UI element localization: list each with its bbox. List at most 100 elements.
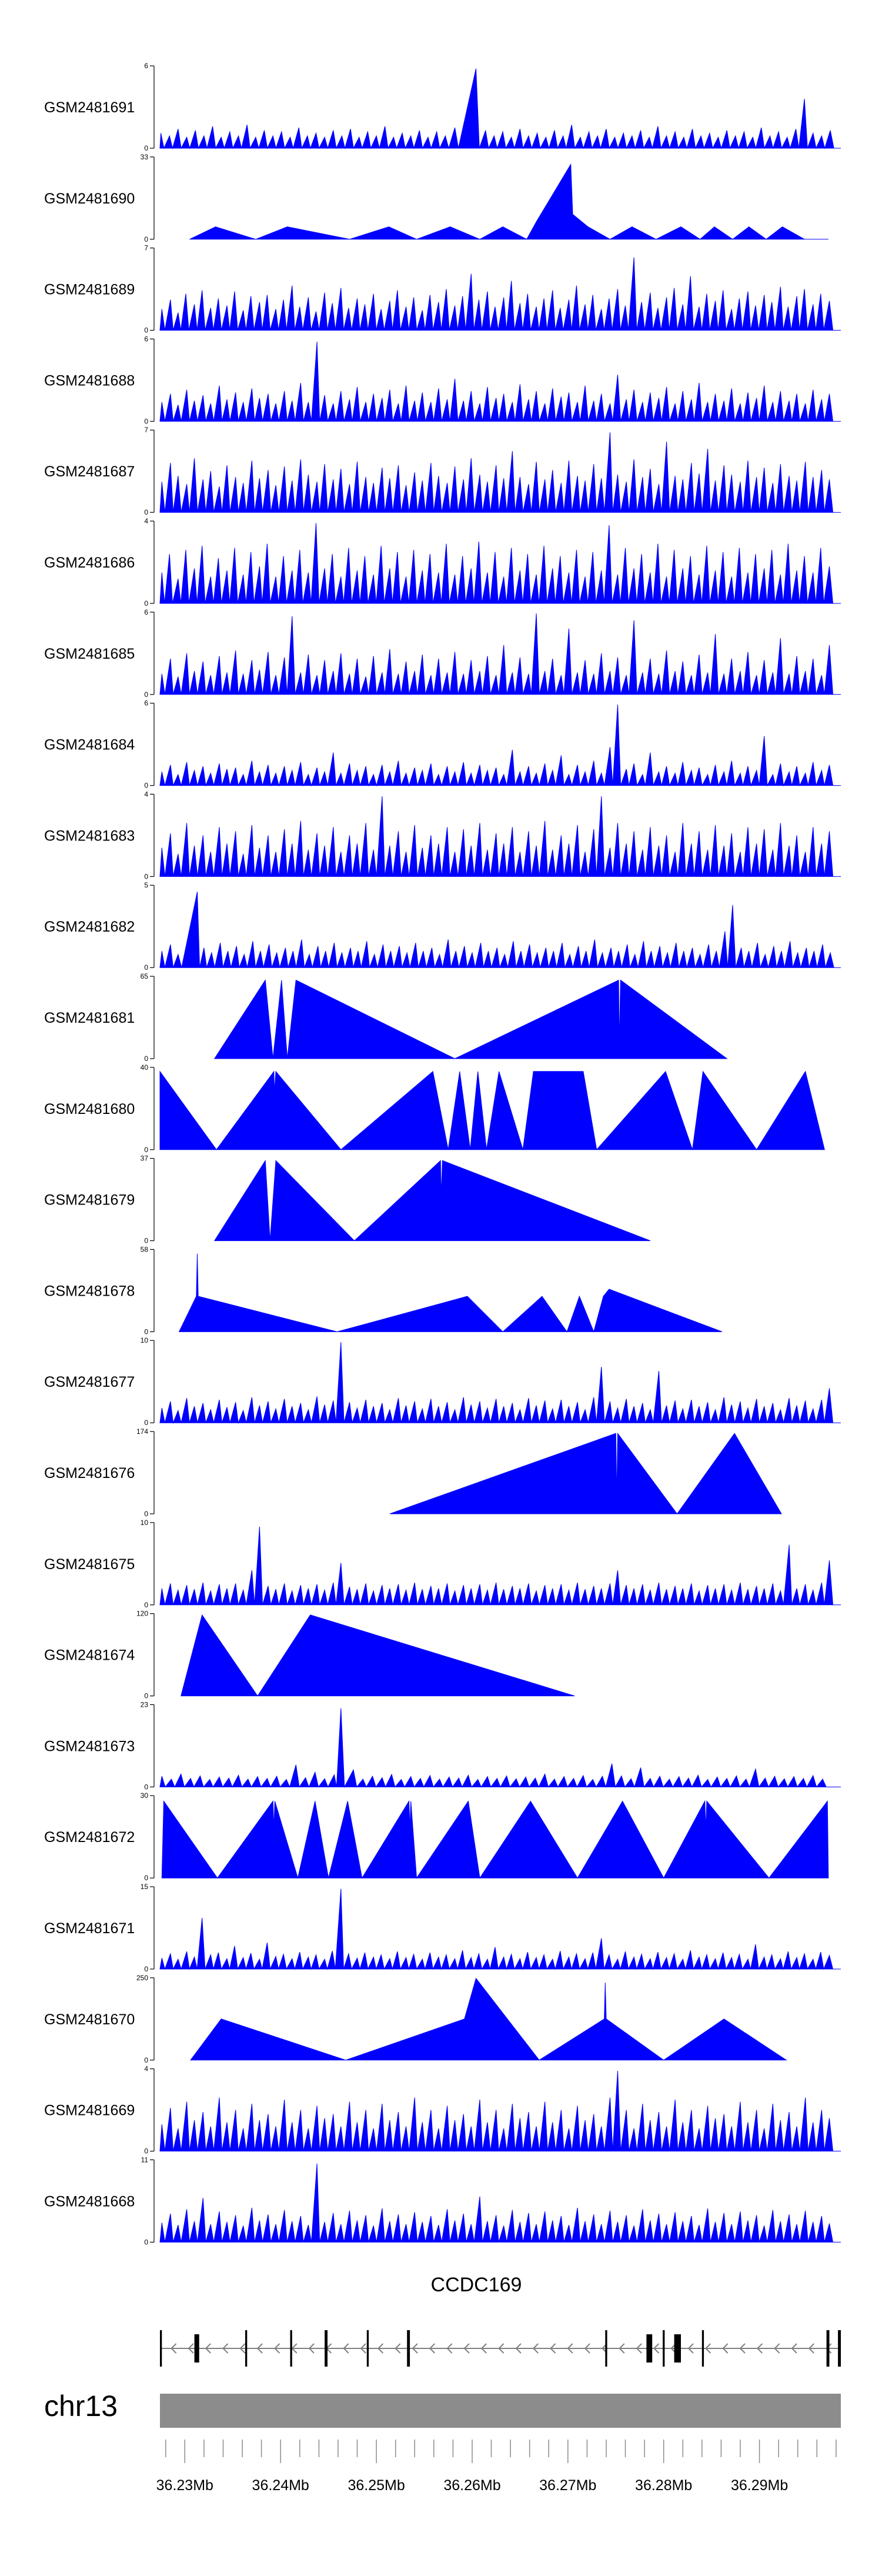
track-GSM2481687: GSM2481687 7 0 bbox=[44, 426, 841, 516]
coverage-area bbox=[159, 68, 841, 149]
track-label: GSM2481679 bbox=[44, 1192, 135, 1209]
strand-arrow bbox=[188, 2343, 194, 2354]
track-label: GSM2481688 bbox=[44, 372, 135, 389]
track-GSM2481683: GSM2481683 4 0 bbox=[44, 790, 841, 880]
strand-arrow bbox=[515, 2343, 522, 2354]
coverage-area bbox=[159, 1888, 841, 1970]
strand-arrow bbox=[171, 2343, 177, 2354]
y-axis-max-label: 4 bbox=[144, 2065, 148, 2073]
strand-arrow bbox=[808, 2343, 814, 2354]
track-GSM2481668: GSM2481668 11 0 bbox=[44, 2155, 841, 2246]
gene-exon bbox=[838, 2330, 841, 2367]
y-axis-zero-label: 0 bbox=[144, 1874, 148, 1882]
strand-arrow bbox=[343, 2343, 349, 2354]
coverage-area bbox=[159, 2071, 841, 2152]
strand-arrow bbox=[653, 2343, 660, 2354]
track-GSM2481680: GSM2481680 40 0 bbox=[44, 1063, 825, 1154]
coverage-area bbox=[181, 1614, 575, 1697]
strand-arrow bbox=[308, 2343, 315, 2354]
track-GSM2481691: GSM2481691 6 0 bbox=[44, 62, 841, 152]
y-axis-zero-label: 0 bbox=[144, 1419, 148, 1427]
track-label: GSM2481683 bbox=[44, 827, 135, 844]
x-axis-tick-label: 36.26Mb bbox=[443, 2477, 500, 2494]
track-GSM2481686: GSM2481686 4 0 bbox=[44, 517, 841, 608]
y-axis-zero-label: 0 bbox=[144, 1510, 148, 1518]
y-axis-zero-label: 0 bbox=[144, 963, 148, 972]
track-label: GSM2481677 bbox=[44, 1374, 135, 1390]
y-axis-max-label: 7 bbox=[144, 426, 148, 434]
track-GSM2481684: GSM2481684 6 0 bbox=[44, 699, 841, 790]
track-GSM2481689: GSM2481689 7 0 bbox=[44, 244, 841, 335]
y-axis-max-label: 4 bbox=[144, 517, 148, 525]
coverage-area bbox=[159, 892, 841, 968]
track-GSM2481685: GSM2481685 6 0 bbox=[44, 608, 841, 699]
y-axis-max-label: 120 bbox=[136, 1610, 148, 1618]
track-label: GSM2481678 bbox=[44, 1283, 135, 1299]
track-label: GSM2481687 bbox=[44, 463, 135, 480]
y-axis-zero-label: 0 bbox=[144, 872, 148, 880]
y-axis-max-label: 33 bbox=[141, 153, 149, 161]
track-GSM2481675: GSM2481675 10 0 bbox=[44, 1519, 841, 1609]
y-axis-zero-label: 0 bbox=[144, 1055, 148, 1063]
y-axis-zero-label: 0 bbox=[144, 508, 148, 516]
strand-arrow bbox=[722, 2343, 729, 2354]
coverage-area bbox=[159, 1526, 841, 1606]
track-GSM2481677: GSM2481677 10 0 bbox=[44, 1336, 841, 1427]
track-GSM2481674: GSM2481674 120 0 bbox=[44, 1610, 575, 1700]
y-axis-zero-label: 0 bbox=[144, 599, 148, 608]
coverage-area bbox=[159, 796, 841, 877]
strand-arrow bbox=[480, 2343, 487, 2354]
coverage-area bbox=[159, 432, 841, 513]
y-axis-max-label: 10 bbox=[141, 1519, 149, 1527]
track-label: GSM2481673 bbox=[44, 1738, 135, 1754]
x-axis-tick-label: 36.24Mb bbox=[252, 2477, 309, 2494]
y-axis-max-label: 58 bbox=[141, 1245, 149, 1253]
track-label: GSM2481669 bbox=[44, 2103, 135, 2119]
track-label: GSM2481681 bbox=[44, 1010, 135, 1026]
y-axis-zero-label: 0 bbox=[144, 417, 148, 425]
track-GSM2481690: GSM2481690 33 0 bbox=[44, 153, 828, 243]
gene-exon bbox=[194, 2334, 199, 2363]
track-label: GSM2481686 bbox=[44, 555, 135, 571]
y-axis-zero-label: 0 bbox=[144, 782, 148, 790]
strand-arrow bbox=[239, 2343, 246, 2354]
y-axis-max-label: 5 bbox=[144, 881, 148, 889]
track-label: GSM2481689 bbox=[44, 282, 135, 298]
track-GSM2481688: GSM2481688 6 0 bbox=[44, 335, 841, 425]
y-axis-max-label: 174 bbox=[136, 1427, 148, 1436]
coverage-area bbox=[161, 1800, 829, 1880]
gene-exon bbox=[290, 2330, 292, 2367]
track-GSM2481682: GSM2481682 5 0 bbox=[44, 881, 841, 972]
chromosome-track: chr13 bbox=[44, 2390, 841, 2428]
coverage-area bbox=[159, 704, 841, 787]
y-axis-zero-label: 0 bbox=[144, 2056, 148, 2064]
gene-exon bbox=[605, 2330, 607, 2367]
strand-arrow bbox=[274, 2343, 280, 2354]
gene-exon bbox=[366, 2330, 369, 2367]
y-axis-max-label: 30 bbox=[141, 1791, 149, 1800]
y-axis-max-label: 250 bbox=[136, 1974, 148, 1982]
y-axis-max-label: 40 bbox=[141, 1063, 149, 1072]
strand-arrow bbox=[636, 2343, 642, 2354]
y-axis-zero-label: 0 bbox=[144, 1146, 148, 1154]
y-axis-zero-label: 0 bbox=[144, 690, 148, 699]
chromosome-ideogram bbox=[160, 2394, 841, 2428]
gene-exon bbox=[826, 2330, 830, 2367]
gene-exon bbox=[325, 2330, 328, 2367]
strand-arrow bbox=[498, 2343, 505, 2354]
track-GSM2481678: GSM2481678 58 0 bbox=[44, 1245, 723, 1336]
coverage-area bbox=[389, 1432, 782, 1514]
track-label: GSM2481674 bbox=[44, 1647, 135, 1664]
gene-exon bbox=[701, 2330, 704, 2367]
strand-arrow bbox=[463, 2343, 470, 2354]
strand-arrow bbox=[826, 2343, 832, 2354]
y-axis-max-label: 65 bbox=[141, 972, 149, 980]
y-axis-zero-label: 0 bbox=[144, 1601, 148, 1609]
y-axis-max-label: 4 bbox=[144, 790, 148, 798]
y-axis-max-label: 6 bbox=[144, 62, 148, 70]
coverage-area bbox=[213, 1159, 651, 1242]
strand-arrow bbox=[395, 2343, 401, 2354]
strand-arrow bbox=[687, 2343, 694, 2354]
x-axis-tick-label: 36.29Mb bbox=[731, 2477, 788, 2494]
strand-arrow bbox=[550, 2343, 556, 2354]
